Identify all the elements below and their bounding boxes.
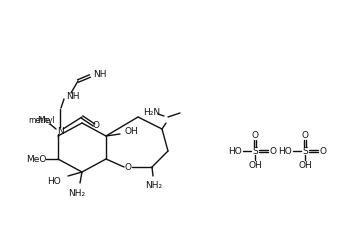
Text: HO: HO	[228, 147, 242, 156]
Text: O: O	[251, 131, 258, 140]
Text: NH₂: NH₂	[146, 181, 163, 190]
Text: OH: OH	[248, 161, 262, 170]
Text: H₂N: H₂N	[143, 107, 160, 116]
Text: O: O	[301, 131, 308, 140]
Text: O: O	[125, 163, 131, 172]
Text: HO: HO	[47, 176, 61, 185]
Text: O: O	[93, 121, 99, 130]
Text: HO: HO	[278, 147, 292, 156]
Text: O: O	[269, 147, 277, 156]
Text: OH: OH	[298, 161, 312, 170]
Text: O: O	[320, 147, 327, 156]
Text: N: N	[57, 127, 64, 136]
Text: S: S	[302, 147, 308, 156]
Text: S: S	[252, 147, 258, 156]
Text: NH: NH	[93, 69, 106, 78]
Text: OH: OH	[124, 127, 138, 136]
Text: methyl: methyl	[29, 115, 55, 124]
Text: MeO: MeO	[26, 155, 46, 164]
Text: NH: NH	[66, 91, 80, 100]
Text: Me: Me	[37, 115, 51, 124]
Text: NH₂: NH₂	[69, 188, 86, 197]
